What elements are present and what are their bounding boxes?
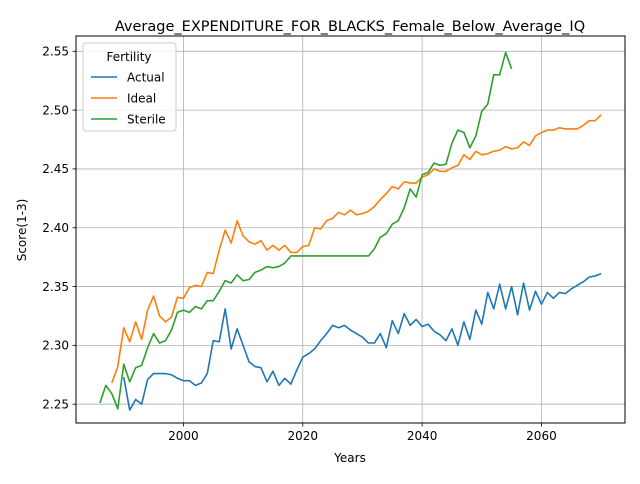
y-tick-label: 2.40	[42, 221, 69, 235]
y-tick-label: 2.25	[42, 397, 69, 411]
chart-title: Average_EXPENDITURE_FOR_BLACKS_Female_Be…	[115, 19, 585, 35]
x-tick-label: 2000	[168, 429, 199, 443]
legend-label-actual: Actual	[127, 70, 165, 84]
series-lines	[99, 51, 602, 411]
series-line-actual	[122, 272, 602, 411]
legend-title: Fertility	[106, 50, 151, 64]
legend: Fertility Actual Ideal Sterile	[82, 42, 177, 132]
y-tick-label: 2.35	[42, 280, 69, 294]
y-tick-label: 2.50	[42, 103, 69, 117]
x-axis-ticks: 2000 2020 2040 2060	[168, 423, 557, 443]
legend-entries: Actual Ideal Sterile	[91, 70, 166, 126]
series-line-sterile	[99, 51, 513, 410]
legend-label-ideal: Ideal	[127, 91, 156, 105]
y-axis-ticks: 2.25 2.30 2.35 2.40 2.45 2.50 2.55	[42, 45, 76, 411]
x-tick-label: 2020	[287, 429, 318, 443]
plot-area-frame	[75, 35, 626, 424]
series-line-ideal	[111, 114, 602, 384]
x-tick-label: 2040	[407, 429, 438, 443]
y-tick-label: 2.55	[42, 45, 69, 59]
legend-box	[82, 42, 177, 132]
x-axis-label: Years	[333, 451, 366, 465]
y-axis-label: Score(1-3)	[15, 199, 29, 262]
legend-label-sterile: Sterile	[127, 112, 166, 126]
grid-lines	[76, 36, 625, 423]
x-tick-label: 2060	[526, 429, 557, 443]
y-tick-label: 2.45	[42, 162, 69, 176]
y-tick-label: 2.30	[42, 339, 69, 353]
